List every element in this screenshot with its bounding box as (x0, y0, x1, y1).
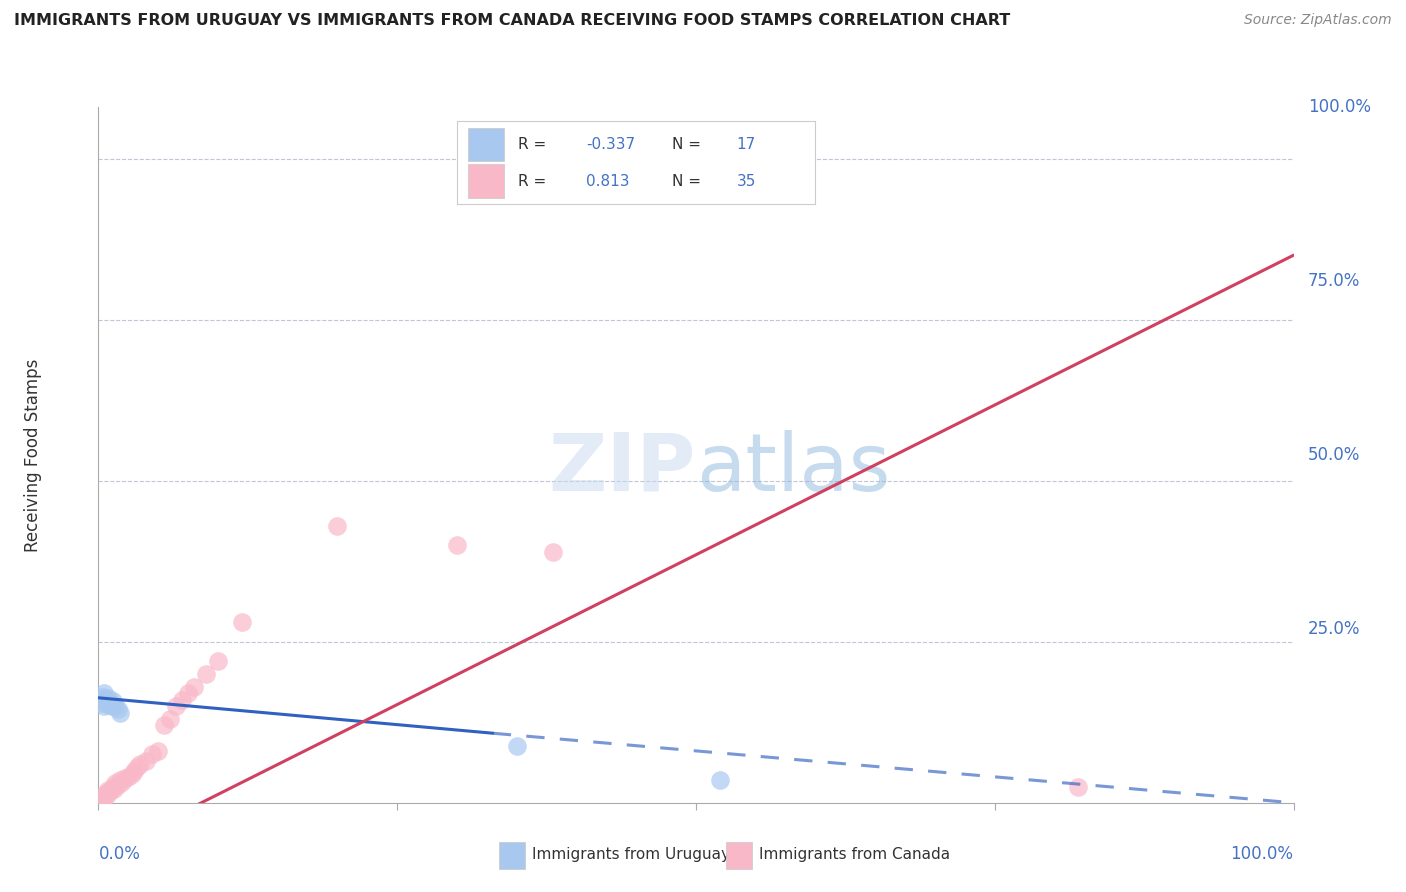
Point (129, 757, 152, 772)
Point (98, 696, 122, 710)
Text: 100.0%: 100.0% (1230, 845, 1294, 863)
Text: R =: R = (517, 174, 555, 188)
Text: R =: R = (517, 136, 551, 152)
Text: Immigrants from Uruguay: Immigrants from Uruguay (533, 847, 730, 863)
Point (506, 739, 529, 753)
Text: -0.337: -0.337 (586, 136, 636, 152)
Point (107, 702, 129, 716)
Point (91, 692, 114, 706)
Point (231, 615, 253, 630)
Point (183, 680, 205, 694)
Text: 75.0%: 75.0% (1308, 272, 1360, 290)
Point (90, 696, 112, 710)
Point (90, 792, 112, 806)
Point (98, 784, 122, 798)
Point (326, 518, 349, 533)
Point (100, 699, 122, 714)
Text: ZIP: ZIP (548, 430, 696, 508)
Point (111, 775, 134, 789)
Point (91, 789, 114, 804)
Point (104, 699, 127, 714)
Point (94, 786, 117, 800)
Point (141, 747, 163, 762)
Point (107, 778, 129, 792)
Point (207, 654, 229, 668)
Text: 50.0%: 50.0% (1308, 446, 1360, 464)
Point (114, 772, 136, 786)
Point (159, 712, 181, 726)
Point (541, 544, 564, 558)
Point (108, 773, 131, 788)
Point (165, 699, 187, 714)
Point (446, 538, 468, 552)
Point (172, 692, 194, 706)
Text: 0.813: 0.813 (586, 174, 630, 188)
Point (117, 770, 139, 784)
Text: Immigrants from Canada: Immigrants from Canada (759, 847, 950, 863)
Text: N =: N = (672, 174, 706, 188)
Point (103, 781, 125, 796)
FancyBboxPatch shape (499, 842, 524, 869)
Point (101, 780, 124, 794)
Text: 25.0%: 25.0% (1308, 620, 1361, 638)
Point (1067, 780, 1090, 794)
Point (108, 706, 131, 720)
Point (125, 760, 148, 774)
Point (94, 694, 117, 708)
Point (135, 754, 157, 768)
Point (98, 698, 121, 712)
Point (97, 691, 120, 706)
Point (148, 744, 170, 758)
Point (153, 718, 176, 732)
Point (101, 694, 124, 708)
Point (97, 783, 120, 797)
Text: Source: ZipAtlas.com: Source: ZipAtlas.com (1244, 13, 1392, 28)
Point (96, 696, 118, 710)
Text: IMMIGRANTS FROM URUGUAY VS IMMIGRANTS FROM CANADA RECEIVING FOOD STAMPS CORRELAT: IMMIGRANTS FROM URUGUAY VS IMMIGRANTS FR… (14, 13, 1011, 29)
Text: N =: N = (672, 136, 706, 152)
Point (93, 790, 115, 805)
Text: 17: 17 (737, 136, 756, 152)
FancyBboxPatch shape (468, 164, 503, 198)
Point (194, 667, 217, 681)
FancyBboxPatch shape (725, 842, 752, 869)
Text: 35: 35 (737, 174, 756, 188)
Point (124, 764, 146, 778)
FancyBboxPatch shape (468, 128, 503, 161)
Point (91, 690, 114, 704)
Text: atlas: atlas (696, 430, 890, 508)
Point (121, 766, 143, 781)
Point (709, 773, 731, 788)
Point (177, 686, 200, 700)
Text: 100.0%: 100.0% (1308, 98, 1371, 116)
Point (93, 686, 115, 700)
Point (93, 699, 115, 714)
Point (104, 776, 127, 790)
Text: Receiving Food Stamps: Receiving Food Stamps (24, 359, 42, 551)
Text: 0.0%: 0.0% (98, 845, 141, 863)
Point (96, 788, 118, 802)
